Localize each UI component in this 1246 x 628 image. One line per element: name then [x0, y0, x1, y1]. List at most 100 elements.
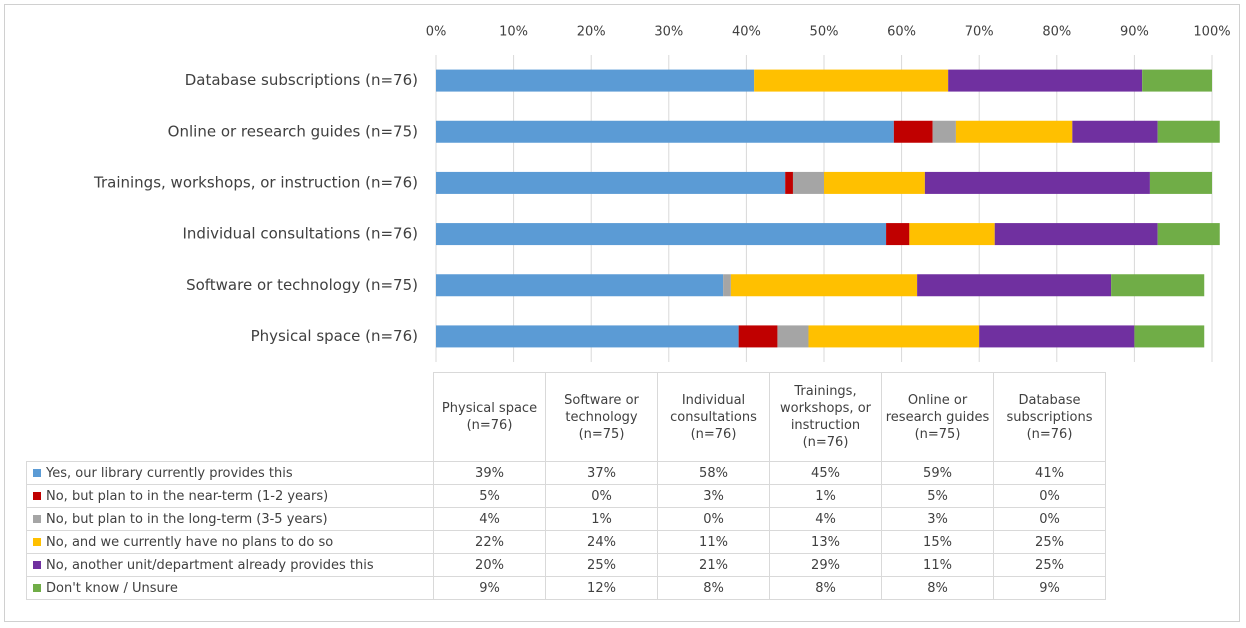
- y-tick-label: Database subscriptions (n=76): [185, 71, 418, 89]
- legend-swatch: [33, 468, 41, 477]
- table-cell: 25%: [545, 553, 658, 577]
- x-tick-label: 90%: [1120, 25, 1149, 40]
- x-tick-label: 100%: [1193, 25, 1230, 40]
- table-cell: 4%: [433, 507, 546, 531]
- y-tick-label: Trainings, workshops, or instruction (n=…: [93, 173, 418, 191]
- bar-segment: [893, 120, 933, 143]
- legend-label: Yes, our library currently provides this: [46, 465, 293, 481]
- bar-segment: [808, 325, 980, 348]
- bar-segment: [436, 120, 894, 143]
- legend-label: No, and we currently have no plans to do…: [46, 534, 334, 550]
- table-cell: 3%: [881, 507, 994, 531]
- column-header: Physical space (n=76): [433, 372, 546, 462]
- y-tick-label: Online or research guides (n=75): [168, 122, 418, 140]
- legend-swatch: [33, 583, 41, 592]
- table-cell: 41%: [993, 461, 1106, 485]
- bar-segment: [917, 274, 1112, 297]
- bar-segment: [955, 120, 1073, 143]
- table-row: No, but plan to in the long-term (3-5 ye…: [26, 507, 1106, 531]
- bar-segment: [785, 171, 793, 194]
- table-cell: 0%: [657, 507, 770, 531]
- x-tick-label: 50%: [810, 25, 839, 40]
- table-cell: 5%: [881, 484, 994, 508]
- table-row: No, another unit/department already prov…: [26, 553, 1106, 577]
- table-cell: 1%: [769, 484, 882, 508]
- table-row: Yes, our library currently provides this…: [26, 461, 1106, 485]
- table-cell: 4%: [769, 507, 882, 531]
- chart: 0% 10% 20% 30% 40% 50% 60% 70% 80% 90% 100% Physica…: [93, 25, 1231, 362]
- table-cell: 39%: [433, 461, 546, 485]
- column-header: Software or technology (n=75): [545, 372, 658, 462]
- x-tick-label: 40%: [732, 25, 761, 40]
- table-cell: 25%: [993, 553, 1106, 577]
- legend-label: No, but plan to in the long-term (3-5 ye…: [46, 511, 328, 527]
- table-cell: 8%: [769, 576, 882, 600]
- table-cell: 24%: [545, 530, 658, 554]
- bar-segment: [730, 274, 918, 297]
- table-cell: 0%: [993, 507, 1106, 531]
- table-cell: 45%: [769, 461, 882, 485]
- table-cell: 8%: [881, 576, 994, 600]
- table-cell: 37%: [545, 461, 658, 485]
- table-cell: 1%: [545, 507, 658, 531]
- legend-label: No, but plan to in the near-term (1-2 ye…: [46, 488, 329, 504]
- x-tick-label: 0%: [426, 25, 447, 40]
- column-header: Individual consultations (n=76): [657, 372, 770, 462]
- table-cell: 0%: [993, 484, 1106, 508]
- bar-segment: [723, 274, 731, 297]
- legend-label: No, another unit/department already prov…: [46, 557, 374, 573]
- table-cell: 29%: [769, 553, 882, 577]
- table-cell: 8%: [657, 576, 770, 600]
- corner-cell: [26, 372, 434, 462]
- table-cell: 0%: [545, 484, 658, 508]
- table-cell: 9%: [993, 576, 1106, 600]
- bar-segment: [754, 69, 949, 92]
- legend-swatch: [33, 537, 41, 546]
- bar-segment: [824, 171, 925, 194]
- bar-segment: [1157, 120, 1220, 143]
- data-table: Physical space (n=76) Software or technol…: [26, 372, 1106, 600]
- legend-swatch: [33, 491, 41, 500]
- bar-segment: [436, 69, 755, 92]
- bar-segment: [1072, 120, 1158, 143]
- legend-cell: No, but plan to in the long-term (3-5 ye…: [26, 507, 434, 531]
- x-tick-label: 80%: [1042, 25, 1071, 40]
- table-cell: 15%: [881, 530, 994, 554]
- bar-segment: [1142, 69, 1212, 92]
- bar-segment: [1111, 274, 1205, 297]
- bar-segment: [436, 325, 739, 348]
- table-row: No, but plan to in the near-term (1-2 ye…: [26, 484, 1106, 508]
- frame: [4, 4, 1240, 622]
- table-cell: 59%: [881, 461, 994, 485]
- y-tick-label: Individual consultations (n=76): [183, 225, 419, 243]
- column-header: Database subscriptions (n=76): [993, 372, 1106, 462]
- table-cell: 22%: [433, 530, 546, 554]
- x-tick-label: 30%: [654, 25, 683, 40]
- legend-cell: No, another unit/department already prov…: [26, 553, 434, 577]
- legend-cell: Yes, our library currently provides this: [26, 461, 434, 485]
- table-cell: 9%: [433, 576, 546, 600]
- table-cell: 12%: [545, 576, 658, 600]
- table-cell: 58%: [657, 461, 770, 485]
- legend-swatch: [33, 514, 41, 523]
- legend-cell: No, and we currently have no plans to do…: [26, 530, 434, 554]
- table-row: Don't know / Unsure 9% 12% 8% 8% 8% 9%: [26, 576, 1106, 600]
- x-tick-label: 70%: [965, 25, 994, 40]
- table-cell: 13%: [769, 530, 882, 554]
- bar-segment: [792, 171, 824, 194]
- bar-segment: [979, 325, 1135, 348]
- bar-segment: [1134, 325, 1205, 348]
- table-cell: 21%: [657, 553, 770, 577]
- column-header: Trainings, workshops, or instruction (n=…: [769, 372, 882, 462]
- column-header: Online or research guides (n=75): [881, 372, 994, 462]
- legend-label: Don't know / Unsure: [46, 580, 178, 596]
- y-tick-label: Physical space (n=76): [251, 327, 418, 345]
- bar-segment: [1149, 171, 1212, 194]
- x-tick-label: 20%: [577, 25, 606, 40]
- bar-segment: [738, 325, 778, 348]
- legend-cell: No, but plan to in the near-term (1-2 ye…: [26, 484, 434, 508]
- table-cell: 5%: [433, 484, 546, 508]
- bar-segment: [777, 325, 809, 348]
- table-cell: 11%: [657, 530, 770, 554]
